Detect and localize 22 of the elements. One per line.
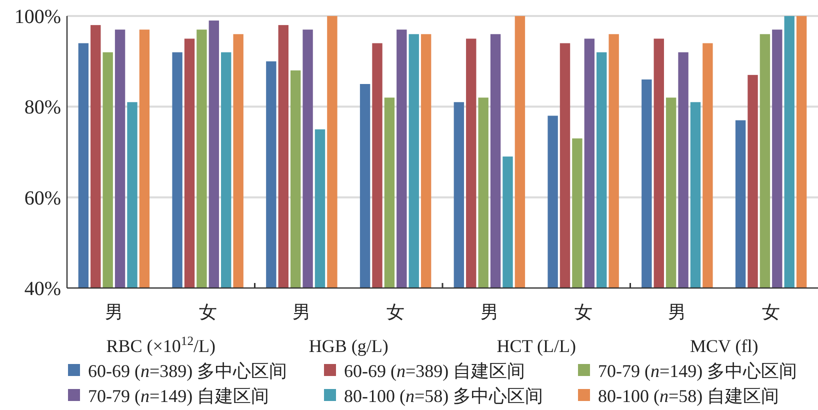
x-tick-label: 男 xyxy=(668,302,686,322)
legend-label: 70-79 (n=149) 自建区间 xyxy=(88,386,270,406)
x-tick-label: 男 xyxy=(480,302,498,322)
legend-label: 70-79 (n=149) 多中心区间 xyxy=(598,361,798,381)
text: MCV (fl) xyxy=(690,336,758,356)
x-tick-label: 女 xyxy=(198,302,217,322)
y-tick-label: 80% xyxy=(24,96,61,119)
legend-label: 80-100 (n=58) 多中心区间 xyxy=(344,386,544,406)
text: HGB (g/L) xyxy=(308,336,388,356)
x-tick-label: 男 xyxy=(292,302,311,322)
x-tick-label: 女 xyxy=(574,302,592,322)
legend-label: 80-100 (n=58) 自建区间 xyxy=(598,386,780,406)
y-tick-label: 60% xyxy=(24,187,61,210)
text: HCT (L/L) xyxy=(496,336,576,356)
y-tick-label: 40% xyxy=(24,278,61,300)
y-tick-label: 100% xyxy=(14,6,61,28)
legend-label: 60-69 (n=389) 多中心区间 xyxy=(88,361,288,381)
x-tick-label: 女 xyxy=(386,302,405,322)
text: RBC (×10$^{12}$/L) xyxy=(106,334,216,356)
x-tick-label: 男 xyxy=(104,302,123,322)
x-tick-label: 女 xyxy=(762,302,780,322)
legend-label: 60-69 (n=389) 自建区间 xyxy=(344,361,526,381)
